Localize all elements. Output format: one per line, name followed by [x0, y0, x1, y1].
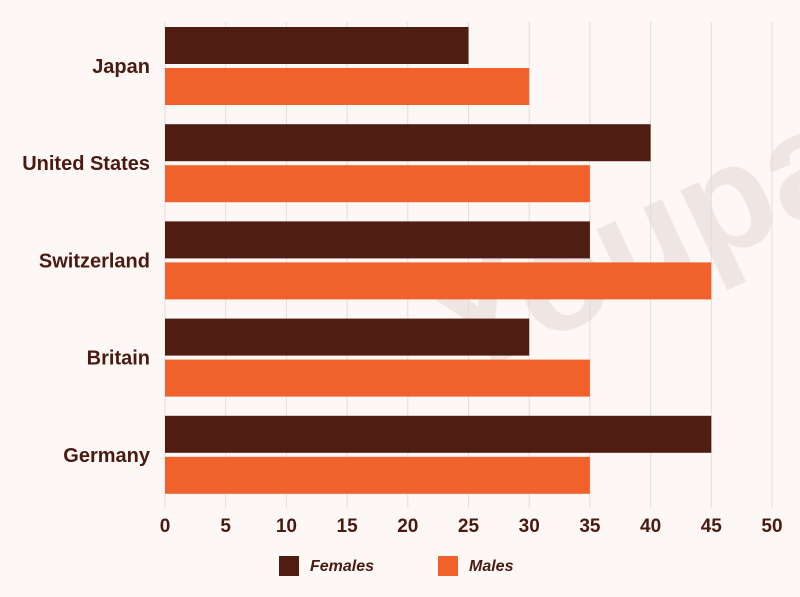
x-tick-label-35: 35 [579, 516, 601, 537]
legend: Females Males [279, 556, 514, 576]
x-tick-label-45: 45 [701, 516, 723, 537]
category-label-switzerland: Switzerland [39, 250, 150, 272]
category-label-germany: Germany [63, 445, 151, 467]
category-label-japan: Japan [92, 56, 150, 78]
legend-label-females: Females [310, 558, 374, 575]
x-tick-label-10: 10 [276, 516, 297, 537]
x-tick-label-30: 30 [519, 516, 540, 537]
category-label-britain: Britain [87, 348, 150, 370]
bar-males-switzerland [165, 262, 712, 300]
x-tick-label-20: 20 [397, 516, 418, 537]
bar-males-germany [165, 456, 590, 494]
bar-females-germany [165, 415, 712, 453]
category-axis: Japan United States Switzerland Britain Germ… [22, 56, 151, 467]
bar-males-united-states [165, 165, 590, 203]
x-tick-label-15: 15 [337, 516, 359, 537]
bar-females-united-states [165, 124, 651, 162]
legend-swatch-males [438, 556, 458, 576]
bar-males-japan [165, 68, 530, 105]
x-tick-label-50: 50 [761, 516, 782, 537]
x-tick-label-0: 0 [160, 516, 171, 537]
bar-females-switzerland [165, 221, 590, 259]
x-tick-label-40: 40 [640, 516, 661, 537]
x-tick-label-25: 25 [458, 516, 480, 537]
legend-label-males: Males [469, 558, 514, 575]
legend-swatch-females [279, 556, 299, 576]
value-axis: 0 5 10 15 20 25 30 35 40 45 50 [160, 516, 783, 537]
category-label-united-states: United States [22, 153, 150, 175]
bar-males-britain [165, 359, 590, 397]
bar-females-japan [165, 27, 469, 64]
x-tick-label-5: 5 [220, 516, 231, 537]
bars [165, 27, 712, 494]
bar-females-britain [165, 318, 530, 356]
